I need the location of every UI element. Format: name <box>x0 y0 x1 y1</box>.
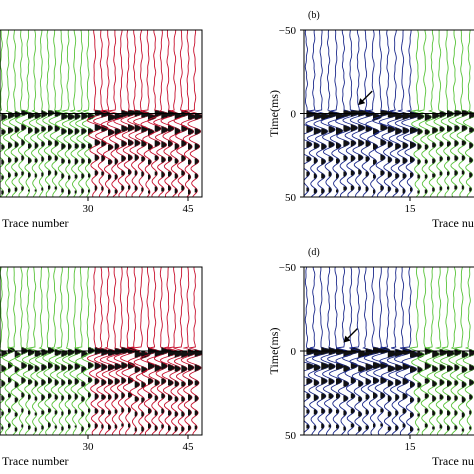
x-axis-label-d: Trace numb <box>432 454 474 468</box>
trace-fill-c-34 <box>114 348 124 429</box>
trace-fill-a-46 <box>194 113 202 193</box>
trace-fill-a-40 <box>154 110 163 192</box>
panel-label-d: (d) <box>308 247 320 258</box>
trace-fill-d-22 <box>461 351 469 432</box>
plot-frame-a <box>0 29 203 198</box>
trace-fill-a-37 <box>134 110 143 191</box>
trace-fill-c-42 <box>168 349 177 431</box>
trace-fill-b-23 <box>469 111 474 192</box>
trace-fill-a-19 <box>14 111 21 192</box>
trace-fill-d-13 <box>395 349 404 431</box>
trace-fill-b-19 <box>439 111 447 191</box>
trace-fill-d-9 <box>365 348 376 430</box>
trace-fill-c-45 <box>188 349 196 431</box>
panel-b: −50 0 50 15 Trace numb Time(ms) (b) <box>267 10 474 230</box>
trace-d-23 <box>462 267 474 435</box>
trace-fill-c-32 <box>101 348 110 429</box>
trace-fill-a-41 <box>161 111 171 192</box>
x-tick-label-d-0: 15 <box>405 441 417 453</box>
x-tick-label-a-1: 45 <box>183 203 195 215</box>
trace-fill-c-23 <box>41 349 48 430</box>
arrow-line-b <box>360 90 373 103</box>
trace-b-23 <box>463 30 474 197</box>
trace-fill-c-31 <box>94 347 104 429</box>
y-tick-label-d-1: 0 <box>291 346 297 358</box>
trace-fill-d-2 <box>313 349 324 430</box>
y-axis-label-b: Time(ms) <box>267 90 281 137</box>
y-tick-label-d-0: −50 <box>279 262 297 274</box>
trace-fill-b-15 <box>410 111 420 192</box>
trace-fill-c-33 <box>108 349 117 430</box>
trace-fill-b-4 <box>328 111 338 193</box>
trace-fill-c-25 <box>54 349 62 429</box>
y-tick-label-d-2: 50 <box>285 430 297 442</box>
trace-fill-c-40 <box>154 349 164 431</box>
x-axis-label-a: Trace number <box>2 216 69 230</box>
trace-fill-d-1 <box>306 348 316 429</box>
x-tick-label-a-0: 30 <box>83 203 95 215</box>
y-tick-label-b-2: 50 <box>285 192 297 204</box>
plot-frame-c <box>0 266 203 436</box>
trace-fill-d-3 <box>321 347 332 429</box>
arrow-head-b <box>358 98 366 106</box>
trace-fill-a-26 <box>61 113 68 193</box>
trace-fill-c-46 <box>194 349 202 430</box>
trace-fill-d-15 <box>410 351 420 432</box>
trace-fill-c-27 <box>68 349 75 429</box>
y-tick-label-b-0: −50 <box>279 25 297 37</box>
x-tick-label-c-1: 45 <box>183 441 195 453</box>
x-axis-label-b: Trace numb <box>432 216 474 230</box>
trace-fill-c-38 <box>141 351 150 432</box>
panel-c: 30 45 Trace number <box>0 266 203 468</box>
panel-a: 30 45 Trace number <box>0 29 203 230</box>
panel-d: −50 0 50 15 Trace numb Time(ms) (d) <box>267 247 474 468</box>
panel-label-b: (b) <box>308 10 320 21</box>
arrow-line-d <box>345 328 358 341</box>
trace-fill-c-21 <box>28 349 34 430</box>
trace-fill-d-19 <box>439 349 447 429</box>
trace-fill-d-17 <box>424 347 433 428</box>
trace-fill-d-16 <box>417 351 425 431</box>
trace-fill-c-19 <box>14 351 21 432</box>
arrow-head-d <box>343 335 351 343</box>
x-tick-label-c-0: 30 <box>83 441 95 453</box>
trace-fill-c-29 <box>81 350 88 432</box>
trace-fill-d-23 <box>469 349 474 430</box>
trace-fill-d-21 <box>454 349 461 430</box>
y-axis-label-d: Time(ms) <box>267 328 281 375</box>
y-tick-label-b-1: 0 <box>291 109 297 121</box>
trace-fill-b-14 <box>402 112 412 194</box>
x-axis-label-c: Trace number <box>2 454 69 468</box>
trace-fill-b-12 <box>387 111 398 192</box>
x-tick-label-b-0: 15 <box>405 203 417 215</box>
trace-fill-d-14 <box>402 348 412 428</box>
